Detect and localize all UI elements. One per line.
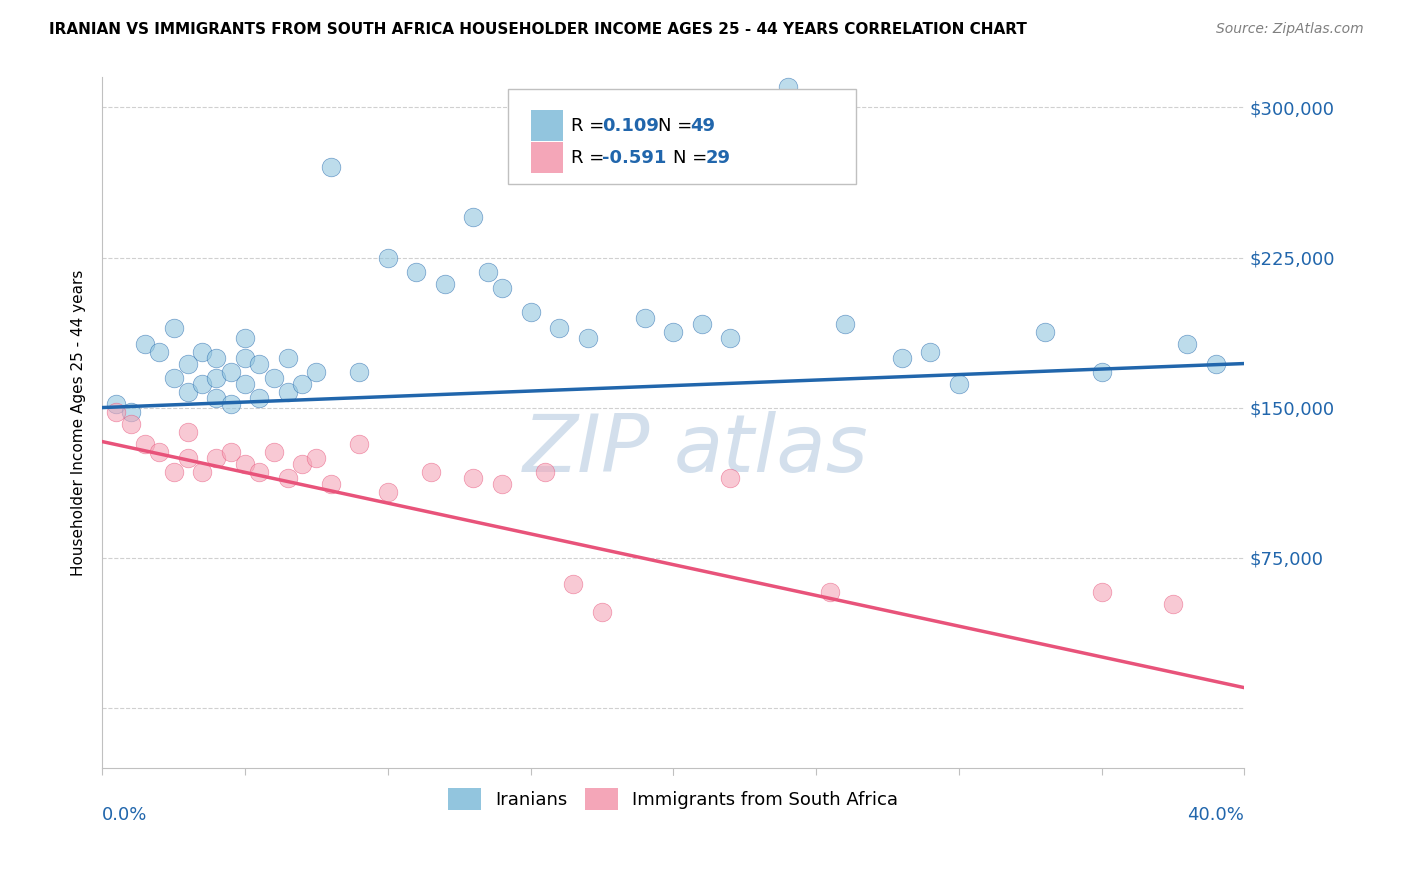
Point [419, 465, 441, 479]
Text: atlas: atlas [673, 411, 868, 489]
Point [247, 391, 270, 405]
Point [634, 310, 657, 325]
Point [519, 304, 541, 318]
Text: IRANIAN VS IMMIGRANTS FROM SOUTH AFRICA HOUSEHOLDER INCOME AGES 25 - 44 YEARS CO: IRANIAN VS IMMIGRANTS FROM SOUTH AFRICA … [49, 22, 1028, 37]
Point [291, 457, 314, 471]
Point [177, 384, 200, 399]
Point [233, 330, 256, 344]
Point [491, 280, 513, 294]
Point [263, 370, 285, 384]
Point [576, 330, 599, 344]
Point [377, 251, 399, 265]
Point [191, 376, 214, 391]
Point [776, 80, 799, 95]
Point [405, 264, 427, 278]
Text: 0.109: 0.109 [603, 117, 659, 135]
FancyBboxPatch shape [530, 110, 562, 141]
Point [162, 465, 184, 479]
Point [834, 317, 856, 331]
Point [347, 365, 370, 379]
Text: -0.591: -0.591 [603, 149, 666, 167]
Point [920, 344, 942, 359]
Point [105, 404, 128, 418]
Point [148, 344, 170, 359]
Point [233, 351, 256, 365]
Point [1175, 336, 1198, 351]
Point [105, 396, 128, 410]
Point [690, 317, 713, 331]
Point [662, 325, 685, 339]
Text: N =: N = [658, 117, 699, 135]
Text: 29: 29 [706, 149, 730, 167]
Point [491, 476, 513, 491]
Text: ZIP: ZIP [523, 411, 651, 489]
Point [948, 376, 970, 391]
Point [319, 476, 342, 491]
Point [562, 576, 585, 591]
Point [1091, 365, 1114, 379]
Point [305, 365, 328, 379]
Point [177, 450, 200, 465]
Point [219, 444, 242, 458]
Point [433, 277, 456, 291]
Point [463, 211, 485, 225]
Point [120, 404, 142, 418]
Point [191, 465, 214, 479]
Point [718, 330, 741, 344]
Point [890, 351, 912, 365]
Point [1205, 357, 1227, 371]
Point [463, 470, 485, 484]
Point [319, 161, 342, 175]
Text: R =: R = [571, 149, 610, 167]
Point [219, 396, 242, 410]
Point [247, 465, 270, 479]
Point [820, 584, 842, 599]
Point [277, 351, 299, 365]
Point [277, 384, 299, 399]
Point [1033, 325, 1056, 339]
Point [177, 425, 200, 439]
Text: R =: R = [571, 117, 610, 135]
Legend: Iranians, Immigrants from South Africa: Iranians, Immigrants from South Africa [441, 780, 905, 817]
Point [120, 417, 142, 431]
Point [134, 436, 156, 450]
Point [148, 444, 170, 458]
Point [591, 605, 613, 619]
Point [205, 351, 228, 365]
Point [347, 436, 370, 450]
Point [718, 470, 741, 484]
Point [247, 357, 270, 371]
Point [205, 450, 228, 465]
Point [291, 376, 314, 391]
FancyBboxPatch shape [530, 142, 562, 173]
Text: 49: 49 [690, 117, 716, 135]
Point [477, 264, 499, 278]
Point [205, 370, 228, 384]
Point [162, 320, 184, 334]
Point [177, 357, 200, 371]
Point [1161, 597, 1184, 611]
Point [263, 444, 285, 458]
Point [134, 336, 156, 351]
Point [305, 450, 328, 465]
Point [191, 344, 214, 359]
Point [533, 465, 555, 479]
Point [377, 484, 399, 499]
Text: 40.0%: 40.0% [1188, 805, 1244, 823]
Point [1091, 584, 1114, 599]
Text: Source: ZipAtlas.com: Source: ZipAtlas.com [1216, 22, 1364, 37]
Point [548, 320, 571, 334]
Point [162, 370, 184, 384]
Point [219, 365, 242, 379]
Point [233, 457, 256, 471]
Text: N =: N = [673, 149, 713, 167]
Point [205, 391, 228, 405]
Y-axis label: Householder Income Ages 25 - 44 years: Householder Income Ages 25 - 44 years [72, 269, 86, 575]
Point [277, 470, 299, 484]
Point [233, 376, 256, 391]
FancyBboxPatch shape [508, 89, 856, 185]
Text: 0.0%: 0.0% [103, 805, 148, 823]
